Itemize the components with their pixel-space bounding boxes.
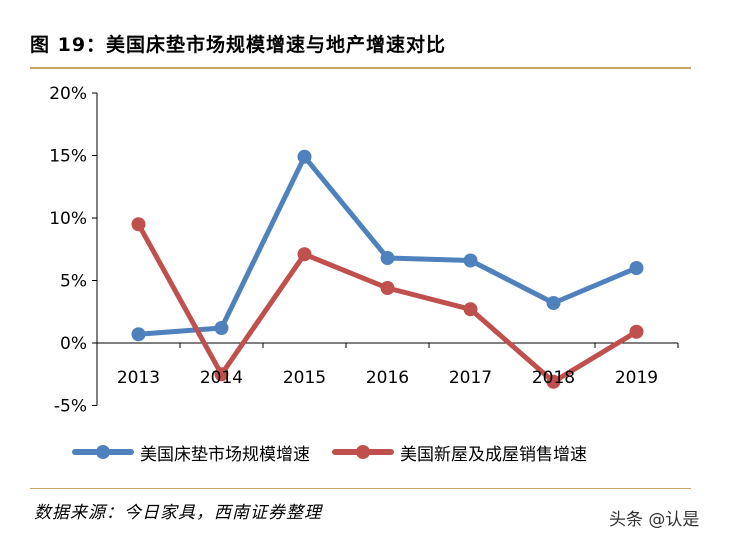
series-point-1 — [629, 324, 644, 339]
y-tick-label: 5% — [60, 272, 87, 292]
series-point-0 — [380, 251, 395, 265]
series-point-1 — [380, 281, 395, 295]
x-tick-label: 2019 — [615, 368, 658, 388]
legend-label-housing: 美国新屋及成屋销售增速 — [400, 444, 587, 465]
series-point-0 — [297, 149, 312, 164]
x-tick-label: 2018 — [532, 368, 575, 388]
series-point-0 — [131, 327, 146, 342]
x-tick-label: 2016 — [366, 368, 409, 388]
series-point-1 — [214, 367, 229, 382]
legend-marker-mattress — [96, 445, 110, 459]
legend-item-housing: 美国新屋及成屋销售增速 — [332, 440, 587, 465]
series-point-1 — [463, 302, 478, 317]
y-tick-label: -5% — [54, 397, 87, 417]
x-tick-label: 2015 — [283, 368, 326, 388]
source-divider — [30, 488, 691, 489]
watermark: 头条 @认是 — [609, 510, 700, 530]
series-point-1 — [131, 217, 146, 232]
title-divider — [30, 67, 691, 69]
x-tick-label: 2017 — [449, 368, 492, 388]
series-point-0 — [463, 253, 478, 268]
y-tick-label: 20% — [49, 84, 87, 104]
source-note: 数据来源：今日家具，西南证券整理 — [34, 503, 322, 523]
series-line-0 — [136, 154, 639, 337]
series-point-1 — [297, 247, 312, 262]
chart-title: 图 19：美国床垫市场规模增速与地产增速对比 — [30, 34, 447, 56]
series-point-0 — [546, 296, 561, 310]
series-point-1 — [546, 374, 561, 389]
series-point-0 — [629, 261, 644, 275]
legend: 美国床垫市场规模增速 美国新屋及成屋销售增速 — [72, 437, 609, 467]
y-tick-label: 0% — [60, 334, 87, 354]
legend-item-mattress: 美国床垫市场规模增速 — [72, 440, 310, 465]
legend-swatch-housing — [332, 445, 394, 459]
y-tick-label: 15% — [49, 147, 87, 167]
y-tick-label: 10% — [49, 209, 87, 229]
series-point-0 — [214, 321, 229, 335]
legend-swatch-mattress — [72, 445, 134, 459]
series-line-1 — [136, 221, 639, 385]
legend-label-mattress: 美国床垫市场规模增速 — [140, 444, 310, 465]
x-tick-label: 2014 — [200, 368, 243, 388]
legend-marker-housing — [356, 445, 370, 459]
x-tick-label: 2013 — [117, 368, 160, 388]
